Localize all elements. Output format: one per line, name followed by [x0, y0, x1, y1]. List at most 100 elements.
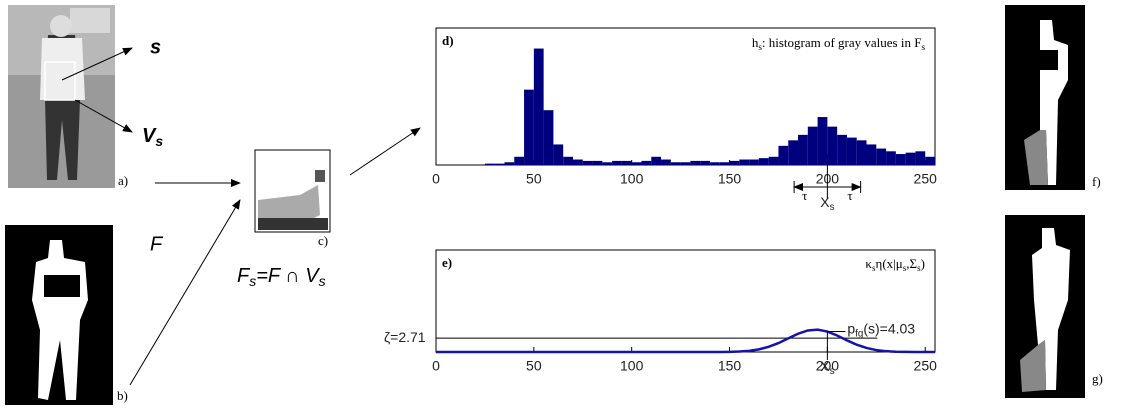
- bar: [925, 156, 935, 165]
- bar: [651, 156, 662, 165]
- text: F: [914, 35, 921, 50]
- x-tick-label: 100: [620, 171, 644, 187]
- text: s: [917, 263, 921, 273]
- x-tick-label: 50: [526, 171, 542, 187]
- bar: [895, 154, 906, 165]
- bar: [856, 140, 867, 165]
- text: h: [752, 35, 759, 50]
- text: s: [319, 273, 326, 289]
- panel-label: b): [117, 388, 128, 403]
- bar: [572, 159, 583, 165]
- panel-label: a): [118, 173, 128, 188]
- image-c: [254, 149, 331, 233]
- text: ): [921, 256, 925, 271]
- arrow: [61, 47, 133, 81]
- bar: [915, 151, 926, 165]
- text: s: [921, 42, 925, 52]
- bar: [582, 160, 593, 165]
- bar: [749, 159, 759, 165]
- curve: [436, 328, 935, 354]
- bar: [827, 126, 838, 165]
- label-s: s: [150, 36, 161, 58]
- bar: [602, 162, 613, 165]
- arrow: [349, 127, 421, 176]
- bar: [846, 137, 857, 165]
- text: s: [872, 263, 876, 273]
- bar: [504, 162, 515, 165]
- bar: [709, 162, 720, 165]
- rich-text: Xs: [820, 194, 834, 213]
- bar: [719, 162, 730, 165]
- text: V: [142, 125, 157, 147]
- tau-label: τ: [847, 188, 852, 203]
- text: X: [820, 194, 830, 210]
- panel-label: c): [318, 233, 328, 248]
- bar: [798, 134, 808, 165]
- arrow: [74, 99, 133, 133]
- text: s: [830, 202, 835, 213]
- rich-text: pfg(s)=4.03: [847, 320, 915, 339]
- panel-label: f): [1092, 174, 1101, 189]
- bar: [680, 162, 691, 165]
- tau-label: τ: [802, 188, 807, 203]
- x-tick-label: 150: [718, 358, 742, 374]
- panel-label: e): [442, 255, 452, 270]
- text: p: [847, 320, 855, 336]
- bar: [661, 159, 671, 165]
- bar: [886, 151, 896, 165]
- text: s: [155, 133, 163, 149]
- bar: [700, 160, 710, 165]
- label-vs: Vs: [142, 125, 163, 148]
- text: =F ∩ V: [256, 265, 320, 287]
- bar: [484, 163, 495, 165]
- threshold-label: ζ=2.71: [384, 329, 426, 345]
- text: s: [903, 263, 907, 273]
- bar: [670, 162, 681, 165]
- bar: [524, 89, 534, 165]
- bar: [807, 126, 818, 165]
- bar: [592, 160, 603, 165]
- bar: [905, 152, 916, 165]
- rich-text: Xs: [820, 358, 834, 377]
- x-tick-label: 0: [432, 358, 440, 374]
- bar: [876, 148, 887, 165]
- bar: [866, 144, 877, 165]
- bar: [768, 156, 779, 165]
- panel-label: d): [442, 33, 454, 48]
- text: s: [758, 42, 762, 52]
- x-tick-label: 50: [526, 358, 542, 374]
- bar: [729, 160, 740, 165]
- rich-text: hs: histogram of gray values in Fs: [752, 35, 926, 52]
- x-tick-label: 150: [718, 171, 742, 187]
- bar: [621, 160, 632, 165]
- rich-text: κsη(x|μs,Σs): [865, 256, 925, 273]
- equation: Fs=F ∩ Vs: [237, 265, 326, 288]
- bar: [563, 156, 573, 165]
- text: ,Σ: [906, 256, 917, 271]
- x-tick-label: 200: [816, 358, 840, 374]
- bar: [553, 144, 564, 165]
- panel-label: g): [1092, 371, 1103, 386]
- text: : histogram of gray values in: [762, 35, 914, 50]
- x-tick-label: 100: [620, 358, 644, 374]
- text: F: [237, 265, 251, 287]
- text: s: [830, 366, 835, 377]
- text: X: [820, 358, 830, 374]
- bar: [543, 110, 554, 165]
- bar: [631, 162, 642, 165]
- text: κ: [865, 256, 872, 271]
- bar: [788, 140, 799, 165]
- x-tick-label: 250: [914, 358, 938, 374]
- bar: [612, 160, 622, 165]
- text: (s)=4.03: [863, 320, 915, 336]
- x-tick-label: 250: [914, 171, 938, 187]
- mask-f: [1005, 5, 1085, 190]
- bar: [739, 159, 750, 165]
- bar: [494, 163, 505, 165]
- x-tick-label: 0: [432, 171, 440, 187]
- text: s: [249, 273, 256, 289]
- bar: [817, 117, 828, 165]
- plot-frame: [435, 249, 936, 353]
